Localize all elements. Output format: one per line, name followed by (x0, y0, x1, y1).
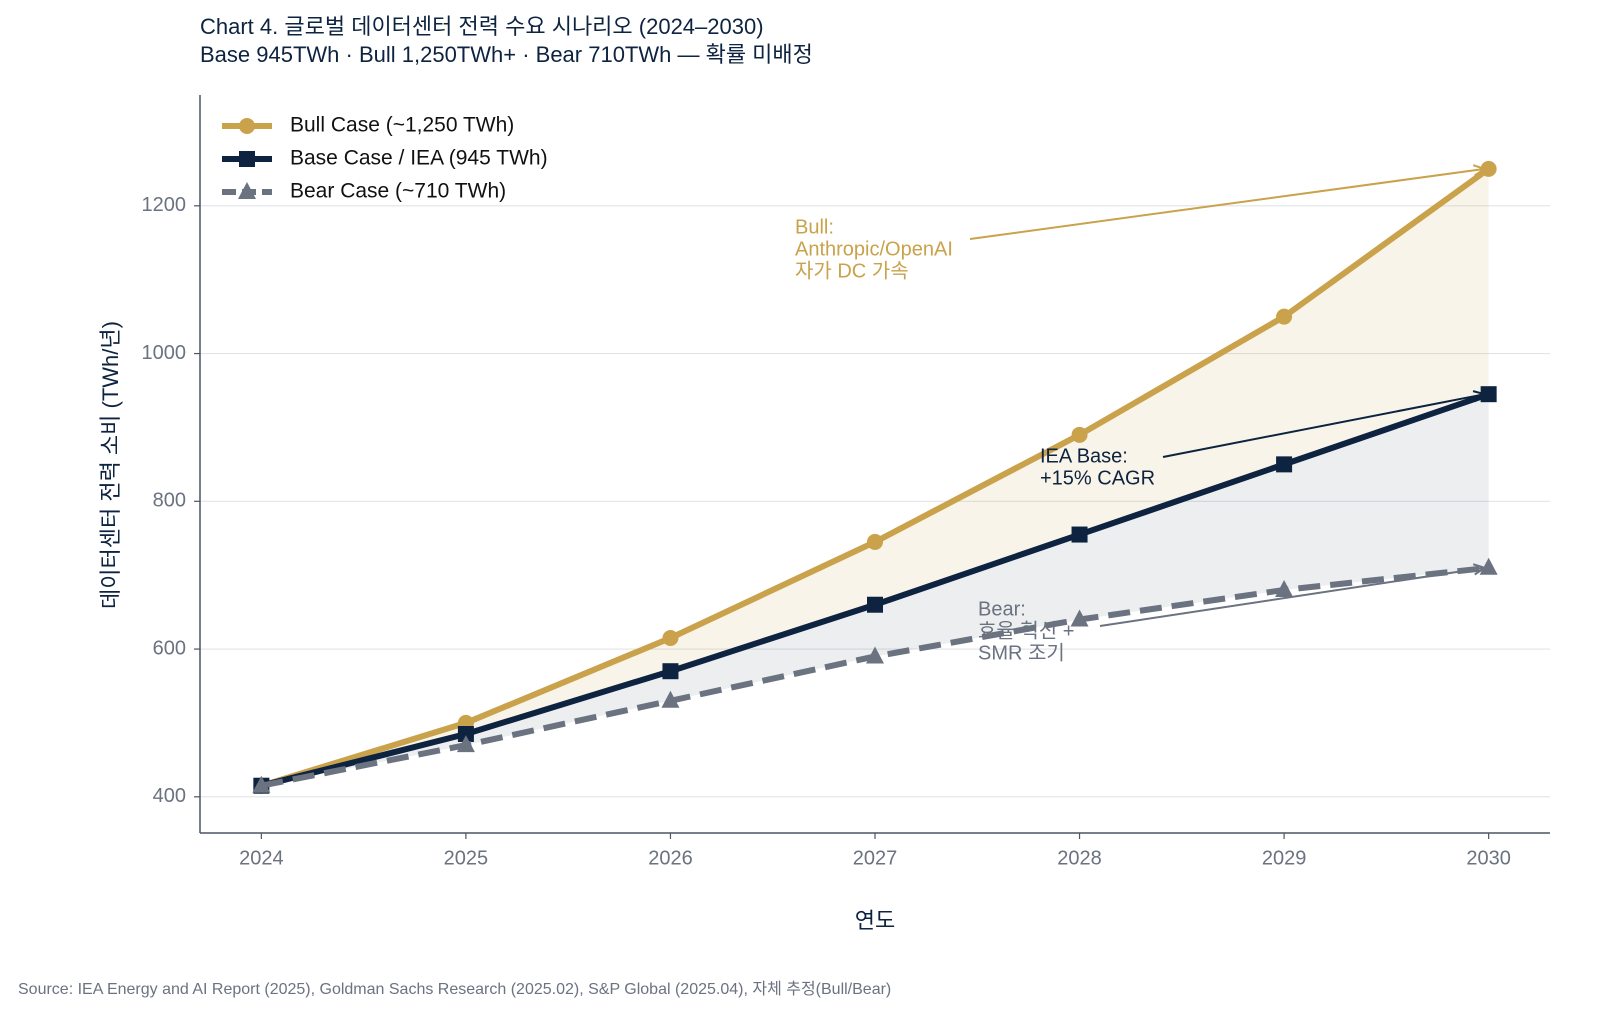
chart-title: Chart 4. 글로벌 데이터센터 전력 수요 시나리오 (2024–2030… (200, 14, 764, 39)
annotation-arrowhead (1472, 563, 1487, 576)
annotation-text: Anthropic/OpenAI (795, 238, 953, 260)
annotation-text: Bull: (795, 216, 834, 238)
x-tick-label: 2030 (1466, 847, 1511, 869)
x-tick-label: 2024 (239, 847, 284, 869)
x-tick-label: 2026 (648, 847, 693, 869)
legend-label: Base Case / IEA (945 TWh) (290, 147, 548, 170)
point (866, 646, 884, 664)
annotation-arrowhead (1472, 164, 1487, 177)
point (1071, 526, 1088, 543)
annotation-text: 자가 DC 가속 (795, 259, 909, 282)
x-tick-label: 2029 (1262, 847, 1307, 869)
annotation-text: 효율 혁신 + (978, 619, 1074, 642)
point (239, 151, 255, 167)
annotation-arrow (1162, 393, 1485, 458)
annotation-text: +15% CAGR (1040, 467, 1155, 489)
y-tick-label: 800 (153, 490, 186, 512)
annotation-arrow (1099, 566, 1485, 627)
annotation-text: IEA Base: (1040, 445, 1128, 467)
chart-subtitle: Base 945TWh · Bull 1,250TWh+ · Bear 710T… (200, 42, 813, 67)
source-note: Source: IEA Energy and AI Report (2025),… (18, 980, 891, 998)
point (867, 596, 883, 613)
point (661, 690, 680, 708)
annotation-arrowhead (1472, 390, 1487, 403)
point (1480, 160, 1497, 177)
legend-label: Bull Case (~1,250 TWh) (290, 114, 514, 137)
range-fill (261, 394, 1489, 786)
annotation-text: SMR 조기 (978, 641, 1065, 664)
point (1070, 609, 1089, 627)
point (662, 663, 679, 680)
x-axis-label: 연도 (855, 908, 895, 933)
point (1276, 456, 1293, 473)
legend-label: Bear Case (~710 TWh) (290, 180, 506, 203)
y-axis-label: 데이터센터 전력 소비 (TWh/년) (98, 321, 123, 609)
point (1276, 308, 1293, 325)
point (1275, 579, 1294, 597)
point (239, 118, 255, 134)
y-tick-label: 600 (153, 637, 186, 659)
annotation-text: Bear: (978, 598, 1026, 620)
point (1071, 426, 1088, 443)
x-tick-label: 2028 (1057, 847, 1102, 869)
point (238, 182, 256, 199)
point (867, 533, 883, 550)
y-tick-label: 400 (153, 785, 186, 807)
annotation-arrow (969, 167, 1485, 240)
y-tick-label: 1000 (142, 342, 187, 364)
x-tick-label: 2027 (853, 847, 898, 869)
point (662, 629, 679, 646)
point (1479, 557, 1498, 575)
point (457, 726, 474, 743)
y-tick-label: 1200 (142, 194, 187, 216)
point (1480, 386, 1497, 403)
x-tick-label: 2025 (444, 847, 489, 869)
point (456, 735, 475, 753)
point (252, 775, 271, 793)
